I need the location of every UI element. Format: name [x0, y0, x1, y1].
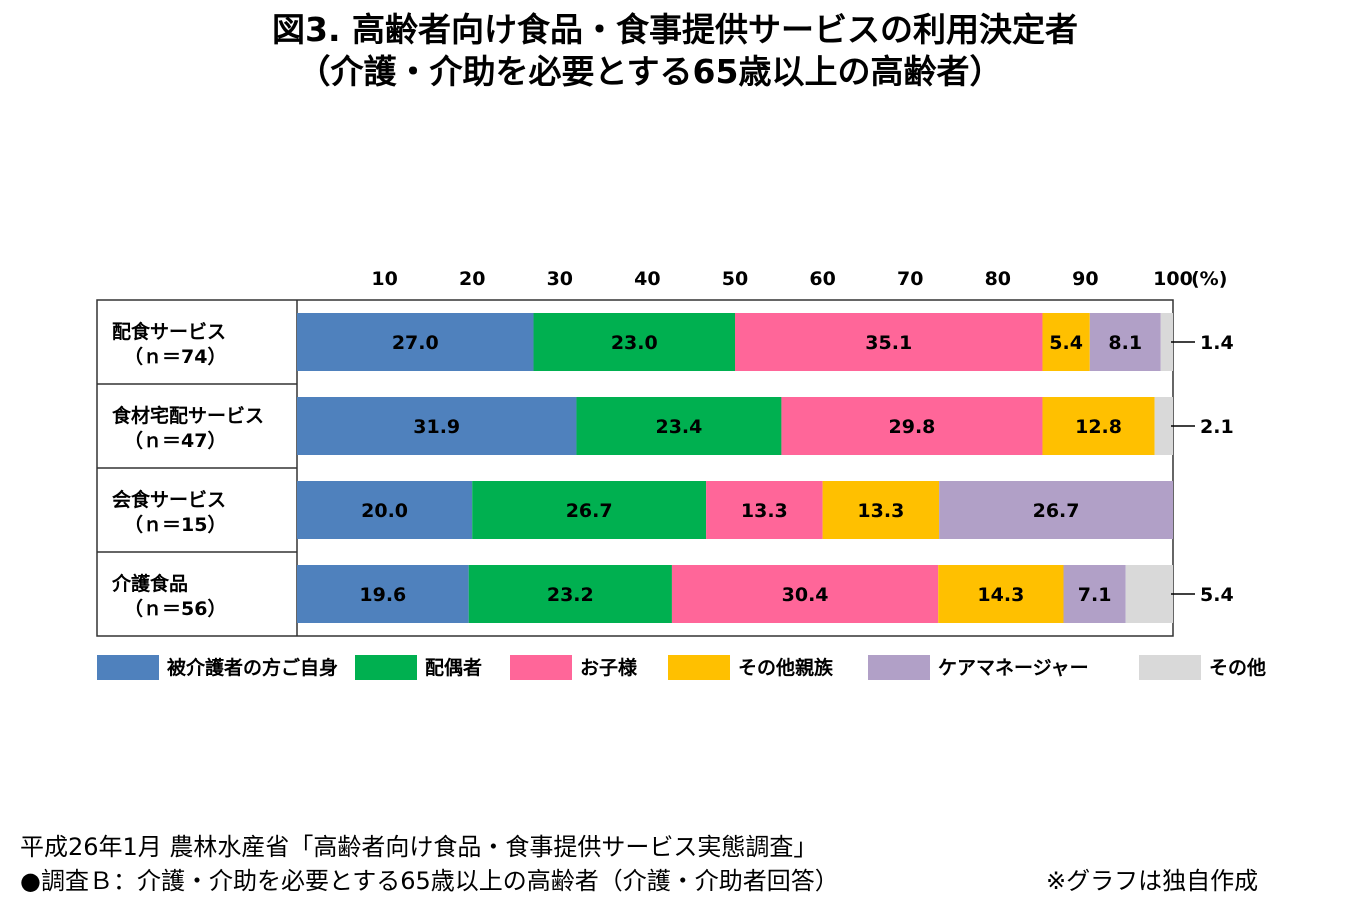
data-label: 14.3 [977, 584, 1024, 606]
data-label: 5.4 [1200, 584, 1234, 606]
bar-segment [1042, 397, 1155, 455]
data-label: 23.4 [655, 416, 702, 438]
legend-label: その他親族 [738, 656, 834, 679]
survey-description: ●調査Ｂ：介護・介助を必要とする65歳以上の高齢者（介護・介助者回答） [20, 867, 839, 895]
x-tick-label: 90 [1072, 268, 1098, 290]
legend-swatch [1139, 655, 1201, 680]
data-label: 8.1 [1108, 332, 1142, 354]
category-label: 会食サービス [112, 488, 226, 511]
data-label: 35.1 [865, 332, 912, 354]
data-label: 30.4 [782, 584, 829, 606]
data-label: 2.1 [1200, 416, 1234, 438]
bar-segment [297, 397, 577, 455]
x-tick-label: 80 [985, 268, 1011, 290]
bar-segment [297, 313, 534, 371]
data-label: 26.7 [566, 500, 613, 522]
data-label: 19.6 [359, 584, 406, 606]
x-tick-label: 40 [634, 268, 660, 290]
data-label: 20.0 [361, 500, 408, 522]
data-label: 12.8 [1075, 416, 1122, 438]
x-tick-label: 50 [722, 268, 748, 290]
bar-segment [671, 565, 939, 623]
x-tick-label: 60 [809, 268, 835, 290]
x-tick-label: 30 [547, 268, 573, 290]
data-label: 31.9 [413, 416, 460, 438]
data-label: 26.7 [1033, 500, 1080, 522]
bar-segment [1154, 397, 1173, 455]
bar-segment [939, 481, 1173, 539]
chart-title-line-1: 図3. 高齢者向け食品・食事提供サービスの利用決定者 [272, 10, 1078, 49]
axis-unit-label: (%) [1191, 268, 1227, 290]
bar-segment [576, 397, 782, 455]
legend-swatch [868, 655, 930, 680]
bar-segment [735, 313, 1043, 371]
category-label: 配食サービス [112, 320, 226, 343]
legend-swatch [355, 655, 417, 680]
bar-segment [297, 481, 473, 539]
data-label: 23.0 [611, 332, 658, 354]
x-tick-label: 70 [897, 268, 923, 290]
legend-swatch [97, 655, 159, 680]
category-label: 食材宅配サービス [112, 404, 264, 427]
data-label: 7.1 [1078, 584, 1112, 606]
bar-segment [468, 565, 672, 623]
data-label: 5.4 [1049, 332, 1083, 354]
bar-segment [1042, 313, 1090, 371]
bar-segment [938, 565, 1064, 623]
legend-label: ケアマネージャー [938, 657, 1089, 679]
data-label: 13.3 [741, 500, 788, 522]
x-tick-label: 10 [371, 268, 397, 290]
legend-label: 被介護者の方ご自身 [167, 656, 338, 679]
bar-segment [781, 397, 1043, 455]
legend-swatch [668, 655, 730, 680]
category-n-label: （ｎ＝74） [124, 345, 226, 368]
data-label: 29.8 [889, 416, 936, 438]
category-n-label: （ｎ＝47） [124, 429, 226, 452]
data-label: 13.3 [857, 500, 904, 522]
bar-segment [1063, 565, 1126, 623]
legend-label: その他 [1209, 656, 1266, 679]
legend-label: 配偶者 [425, 656, 482, 679]
bar-segment [1125, 565, 1173, 623]
bar-segment [472, 481, 707, 539]
bar-segment [297, 565, 469, 623]
category-n-label: （ｎ＝15） [124, 513, 226, 536]
bar-segment [706, 481, 823, 539]
category-label: 介護食品 [111, 572, 188, 595]
graph-note: ※グラフは独自作成 [1046, 867, 1259, 895]
x-tick-label: 100 [1153, 268, 1193, 290]
bar-segment [822, 481, 940, 539]
data-label: 27.0 [392, 332, 439, 354]
data-label: 1.4 [1200, 332, 1234, 354]
source-citation: 平成26年1月 農林水産省「高齢者向け食品・食事提供サービス実態調査」 [20, 833, 818, 861]
legend-label: お子様 [580, 656, 638, 679]
bar-segment [1160, 313, 1173, 371]
bar-segment [1089, 313, 1161, 371]
x-tick-label: 20 [459, 268, 485, 290]
data-label: 23.2 [547, 584, 594, 606]
bar-segment [533, 313, 735, 371]
category-n-label: （ｎ＝56） [124, 597, 226, 620]
legend-swatch [510, 655, 572, 680]
chart-title-line-2: （介護・介助を必要とする65歳以上の高齢者） [297, 52, 1003, 91]
